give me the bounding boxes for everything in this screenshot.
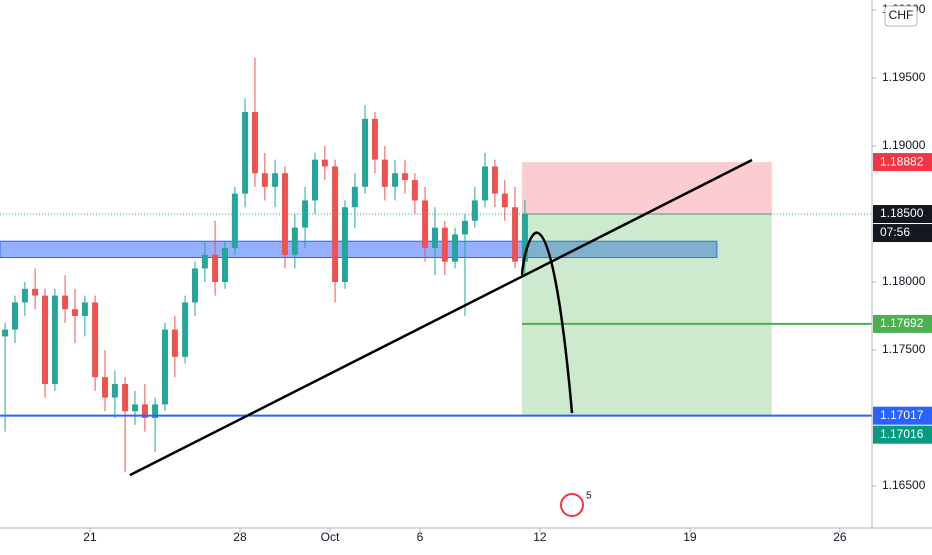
candle-body: [512, 207, 519, 262]
y-tick-label: 1.17500: [882, 342, 926, 356]
candle-body: [221, 248, 228, 283]
candle-body: [401, 173, 408, 181]
y-tick-label: 1.18000: [882, 274, 926, 288]
candle-body: [332, 166, 339, 283]
price-label: 1.17692: [880, 316, 924, 330]
x-tick-label: 21: [83, 530, 97, 544]
candle-body: [11, 302, 18, 330]
candle-body: [32, 288, 39, 296]
candle-body: [341, 207, 348, 283]
candle-body: [441, 227, 448, 262]
price-label: 1.17016: [880, 427, 924, 441]
target-zone: [521, 214, 772, 416]
candle-body: [212, 254, 219, 283]
candle-body: [191, 268, 198, 303]
candle-body: [482, 166, 489, 201]
trendline: [129, 158, 753, 477]
candle-body: [501, 193, 508, 208]
candle-body: [261, 173, 268, 187]
axes: 1.165001.170001.175001.180001.185001.190…: [83, 2, 932, 544]
candle-body: [381, 159, 388, 187]
y-tick-label: 1.16500: [882, 478, 926, 492]
candle-body: [182, 302, 189, 357]
candle-body: [131, 404, 138, 412]
candle-body: [272, 173, 279, 187]
candle-body: [461, 220, 468, 235]
candle-body: [491, 166, 498, 194]
candle-body: [302, 200, 309, 228]
currency-box[interactable]: [884, 5, 918, 27]
x-tick-label: 28: [233, 530, 247, 544]
candle-body: [281, 173, 288, 255]
price-label-box: [873, 153, 932, 172]
candle-body: [2, 329, 9, 337]
candle-body: [101, 377, 108, 398]
candle-body: [231, 193, 238, 249]
candle-body: [452, 234, 459, 262]
x-tick-label: 12: [533, 530, 547, 544]
support-zone: [0, 240, 718, 259]
candle-body: [351, 186, 358, 208]
candle-body: [62, 295, 69, 310]
candle-body: [311, 159, 318, 201]
candle-body: [521, 214, 528, 262]
y-tick-label: 1.19500: [882, 70, 926, 84]
events-icon[interactable]: [560, 493, 584, 517]
candle-body: [431, 227, 438, 249]
price-label: 1.17017: [880, 408, 924, 422]
candle-body: [471, 200, 478, 221]
candle-body: [411, 180, 418, 201]
candle-body: [21, 288, 28, 303]
x-tick-label: 6: [417, 530, 424, 544]
candle-body: [161, 329, 168, 405]
x-tick-label: 26: [833, 530, 847, 544]
candle-body: [422, 200, 429, 249]
price-label-box: [873, 205, 932, 224]
candle-body: [371, 118, 378, 160]
price-axis: [872, 0, 932, 550]
candle-body: [201, 254, 208, 269]
candle-body: [81, 302, 88, 317]
x-tick-label: Oct: [321, 530, 340, 544]
price-label: 1.18882: [880, 154, 924, 168]
plot: [0, 57, 932, 477]
candle-body: [171, 329, 178, 357]
candle-body: [362, 118, 369, 187]
candle-body: [152, 404, 159, 418]
candle-body: [51, 295, 58, 384]
candle-body: [251, 112, 258, 174]
candle-body: [392, 173, 399, 187]
candle-body: [291, 227, 298, 255]
candle-body: [41, 295, 48, 384]
y-tick-label: 1.19000: [882, 138, 926, 152]
price-label: 1.18500: [880, 206, 924, 220]
countdown: 07:56: [880, 225, 910, 239]
price-label-box: [873, 406, 932, 425]
price-label-box: [873, 314, 932, 333]
candle-body: [111, 384, 118, 398]
currency-tag[interactable]: CHF: [889, 8, 914, 22]
candle-body: [71, 309, 78, 317]
candle-body: [92, 302, 99, 378]
candle-body: [242, 112, 249, 194]
projection-curve: [520, 231, 574, 414]
x-tick-label: 19: [683, 530, 697, 544]
candle-body: [122, 384, 129, 412]
countdown-box: [873, 224, 932, 243]
events-badge[interactable]: 5: [586, 491, 592, 502]
candle-body: [321, 159, 328, 167]
price-label-box: [873, 425, 932, 444]
candle-body: [141, 404, 148, 418]
